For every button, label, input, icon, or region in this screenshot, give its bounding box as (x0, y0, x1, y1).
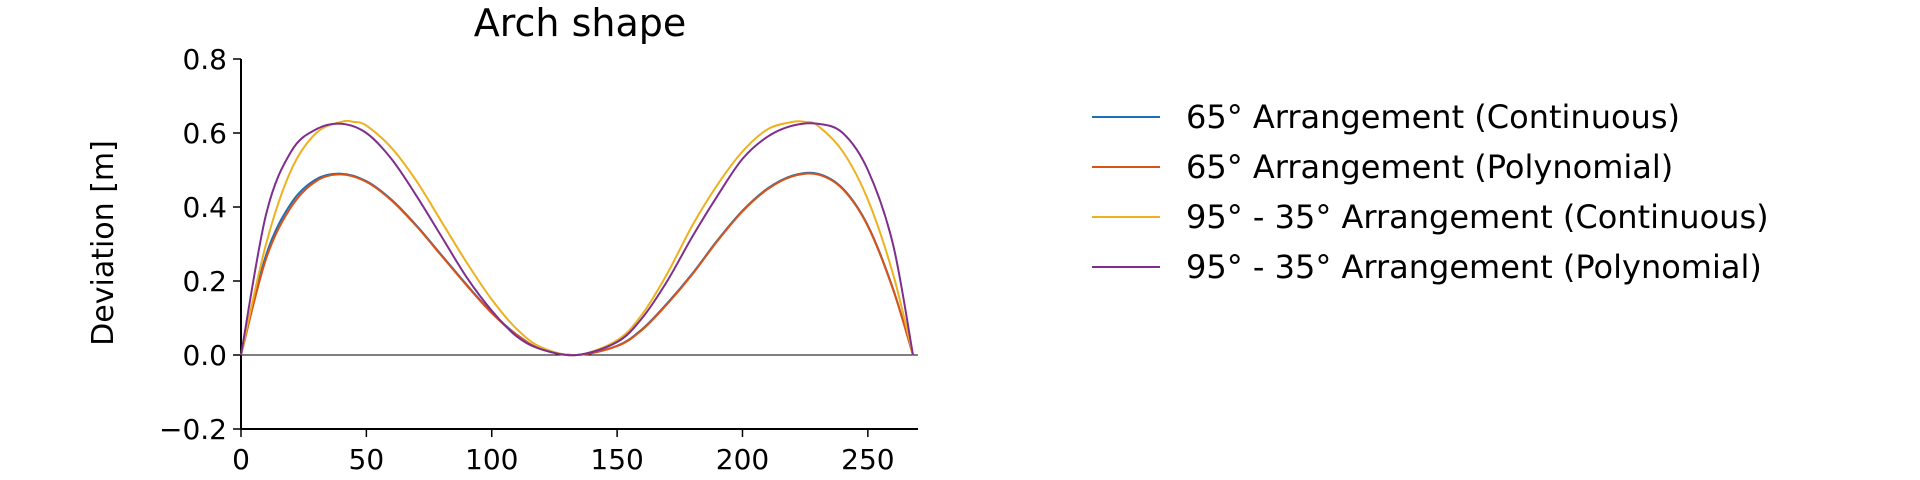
y-tick-label: 0.4 (182, 191, 227, 224)
y-tick-label: 0.0 (182, 339, 227, 372)
y-tick-label: 0.6 (182, 117, 227, 150)
series-line-2 (240, 172, 914, 357)
x-tick-label: 250 (841, 443, 894, 476)
legend-label-4: 95° - 35° Arrangement (Polynomial) (1186, 248, 1762, 286)
y-tick-label: −0.2 (159, 413, 227, 446)
y-tick-label: 0.8 (182, 43, 227, 76)
x-tick-label: 200 (716, 443, 769, 476)
series-line-4 (240, 122, 914, 357)
y-axis-label: Deviation [m] (86, 140, 121, 346)
x-tick-label: 150 (590, 443, 643, 476)
series-line-1 (240, 171, 914, 357)
legend-label-2: 65° Arrangement (Polynomial) (1186, 148, 1673, 186)
series-line-3 (240, 119, 914, 357)
chart-title: Arch shape (474, 1, 687, 45)
legend: 65° Arrangement (Continuous) 65° Arrangem… (1092, 98, 1769, 286)
legend-label-3: 95° - 35° Arrangement (Continuous) (1186, 198, 1769, 236)
x-tick-label: 50 (349, 443, 385, 476)
plot-area: −0.2 0.0 0.2 0.4 0.6 0.8 0 50 100 150 200 250 (159, 43, 918, 476)
x-tick-label: 100 (465, 443, 518, 476)
y-tick-label: 0.2 (182, 265, 227, 298)
legend-label-1: 65° Arrangement (Continuous) (1186, 98, 1680, 136)
x-tick-label: 0 (232, 443, 250, 476)
